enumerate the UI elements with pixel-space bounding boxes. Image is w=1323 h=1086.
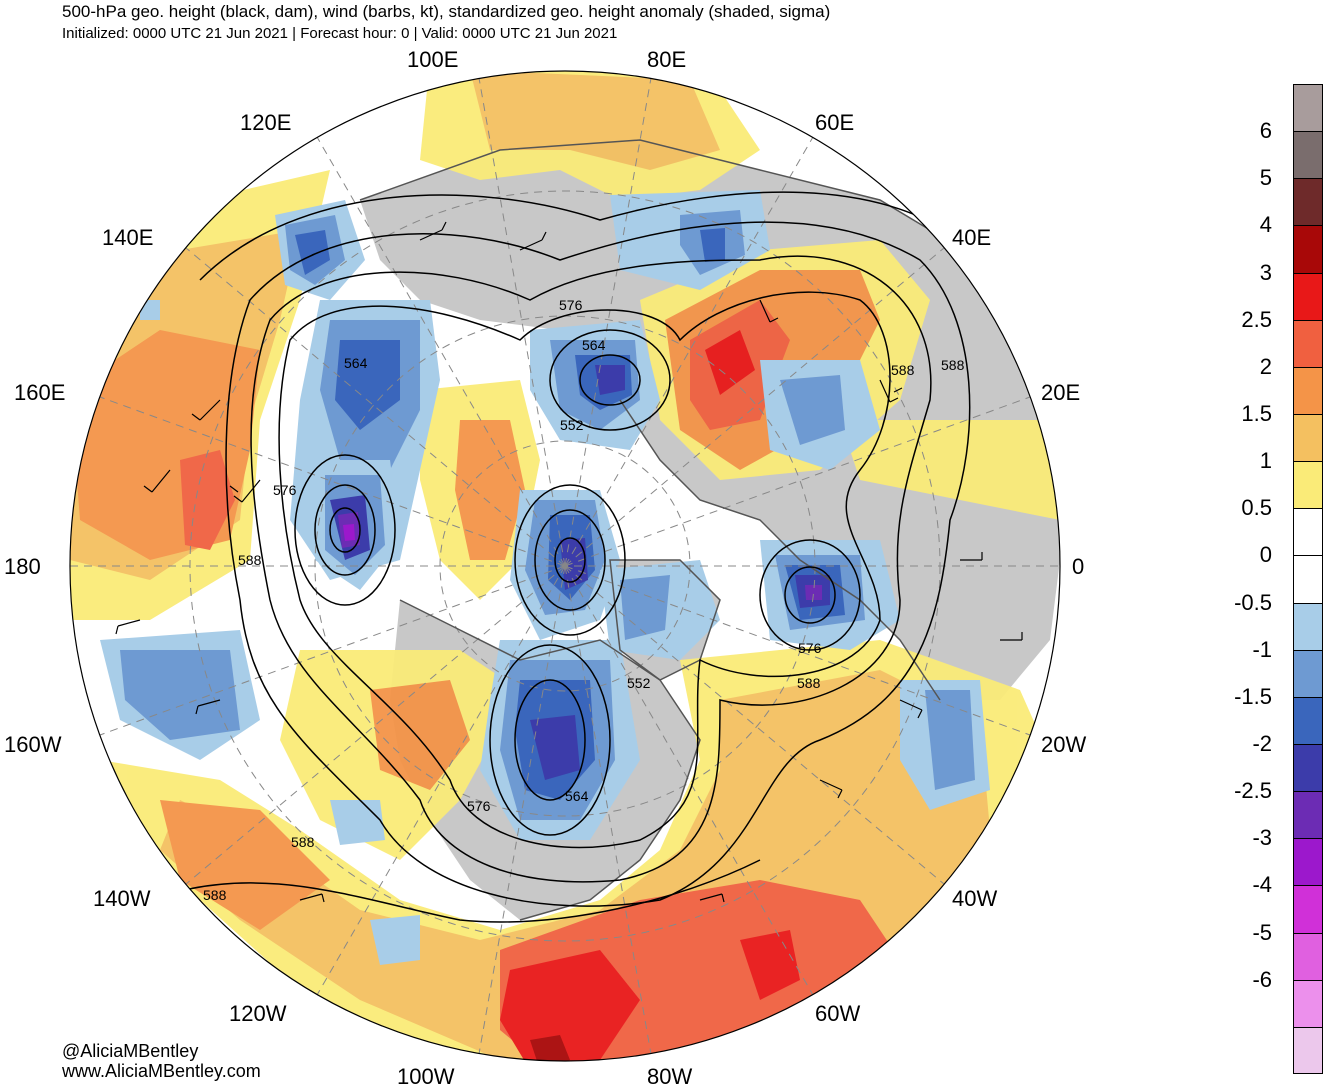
contour-label: 576	[798, 640, 822, 656]
colorbar-tick-label: -3	[1252, 825, 1272, 851]
colorbar-tick-label: 6	[1259, 118, 1272, 144]
colorbar-tick-label: -0.5	[1234, 589, 1272, 615]
contour-labels: 576 564 564 552 588 588 576 588 576 552 …	[203, 297, 965, 903]
map-boundary	[69, 70, 1061, 1062]
contour-label: 576	[559, 297, 583, 313]
lon-label-160e: 160E	[14, 380, 65, 405]
anomaly-colorbar	[1293, 84, 1323, 1074]
colorbar-tick-label: 0.5	[1241, 495, 1272, 521]
contour-label: 588	[203, 887, 227, 903]
colorbar-segment	[1293, 272, 1323, 320]
colorbar-tick-label: -2	[1252, 731, 1272, 756]
lon-label-140e: 140E	[102, 225, 153, 250]
contour-label: 564	[565, 788, 589, 804]
longitude-labels: 100E 80E 120E 60E 140E 40E 160E 20E 180 …	[4, 47, 1086, 1086]
contour-label: 588	[891, 362, 915, 378]
polar-stereographic-map: 576 564 564 552 588 588 576 588 576 552 …	[4, 47, 1086, 1086]
map-title: 500-hPa geo. height (black, dam), wind (…	[62, 2, 831, 21]
colorbar-tick-label: 1.5	[1241, 401, 1272, 426]
contour-label: 576	[273, 482, 297, 498]
colorbar-tick-label: 3	[1259, 259, 1272, 285]
colorbar-tick-label: 4	[1259, 212, 1272, 238]
colorbar-segment	[1293, 602, 1323, 650]
map-disc: 576 564 564 552 588 588 576 588 576 552 …	[70, 71, 1060, 1061]
colorbar-segment	[1293, 885, 1323, 933]
contour-label: 564	[582, 337, 606, 353]
colorbar-tick-label: 5	[1259, 165, 1272, 191]
wind-barbs	[115, 221, 1023, 903]
lon-label-0: 0	[1072, 554, 1084, 579]
colorbar-segment	[1293, 932, 1323, 980]
colorbar-segment	[1293, 178, 1323, 226]
colorbar-segment	[1293, 319, 1323, 367]
credit-website: www.AliciaMBentley.com	[62, 1061, 261, 1081]
lon-label-100w: 100W	[397, 1064, 455, 1086]
colorbar-segment	[1293, 508, 1323, 556]
contour-label: 588	[797, 675, 821, 691]
colorbar-tick-label: -5	[1252, 919, 1272, 945]
lon-label-160w: 160W	[4, 732, 62, 757]
contour-label: 576	[467, 798, 491, 814]
colorbar-tick-label: 2.5	[1241, 306, 1272, 332]
lon-label-40w: 40W	[952, 886, 997, 911]
colorbar-segment	[1293, 84, 1323, 132]
contour-label: 588	[941, 357, 965, 373]
colorbar-tick-label: 2	[1259, 353, 1272, 379]
colorbar-tick-label: -1	[1252, 636, 1272, 662]
lon-label-60e: 60E	[815, 110, 854, 135]
lon-label-140w: 140W	[93, 886, 151, 911]
colorbar-segment	[1293, 1026, 1323, 1074]
colorbar-segment	[1293, 225, 1323, 273]
contour-label: 588	[238, 552, 262, 568]
colorbar-segment	[1293, 366, 1323, 414]
lon-label-20e: 20E	[1041, 380, 1080, 405]
lon-label-80w: 80W	[647, 1064, 692, 1086]
contour-label: 552	[560, 417, 584, 433]
lon-label-120e: 120E	[240, 110, 291, 135]
negative-anomaly-shading	[100, 190, 990, 965]
lon-label-40e: 40E	[952, 225, 991, 250]
lon-label-180: 180	[4, 554, 41, 579]
colorbar-segment	[1293, 131, 1323, 179]
colorbar-tick-label: -6	[1252, 966, 1272, 992]
colorbar-tick-label: 1	[1259, 448, 1272, 474]
contour-label: 588	[291, 834, 315, 850]
colorbar-segment	[1293, 838, 1323, 886]
lon-label-60w: 60W	[815, 1001, 860, 1026]
map-subtitle: Initialized: 0000 UTC 21 Jun 2021 | Fore…	[62, 25, 618, 42]
colorbar-tick-label: -1.5	[1234, 683, 1272, 709]
lon-label-80e: 80E	[647, 47, 686, 72]
contour-label: 564	[344, 355, 368, 371]
colorbar-tick-label: -4	[1252, 872, 1272, 898]
colorbar-segment	[1293, 791, 1323, 839]
contour-label: 552	[627, 675, 651, 691]
height-contours	[149, 191, 971, 923]
lon-label-20w: 20W	[1041, 732, 1086, 757]
colorbar-segment	[1293, 696, 1323, 744]
positive-anomaly-shading	[70, 71, 1060, 1061]
credit-twitter: @AliciaMBentley	[62, 1041, 199, 1061]
lon-label-100e: 100E	[407, 47, 458, 72]
colorbar-segment	[1293, 744, 1323, 792]
colorbar-segment	[1293, 414, 1323, 462]
colorbar-segment	[1293, 649, 1323, 697]
colorbar-segment	[1293, 555, 1323, 603]
colorbar-segment	[1293, 979, 1323, 1027]
colorbar-tick-label: -2.5	[1234, 778, 1272, 804]
colorbar-tick-label: 0	[1259, 542, 1272, 568]
colorbar-segment	[1293, 461, 1323, 509]
lon-label-120w: 120W	[229, 1001, 287, 1026]
